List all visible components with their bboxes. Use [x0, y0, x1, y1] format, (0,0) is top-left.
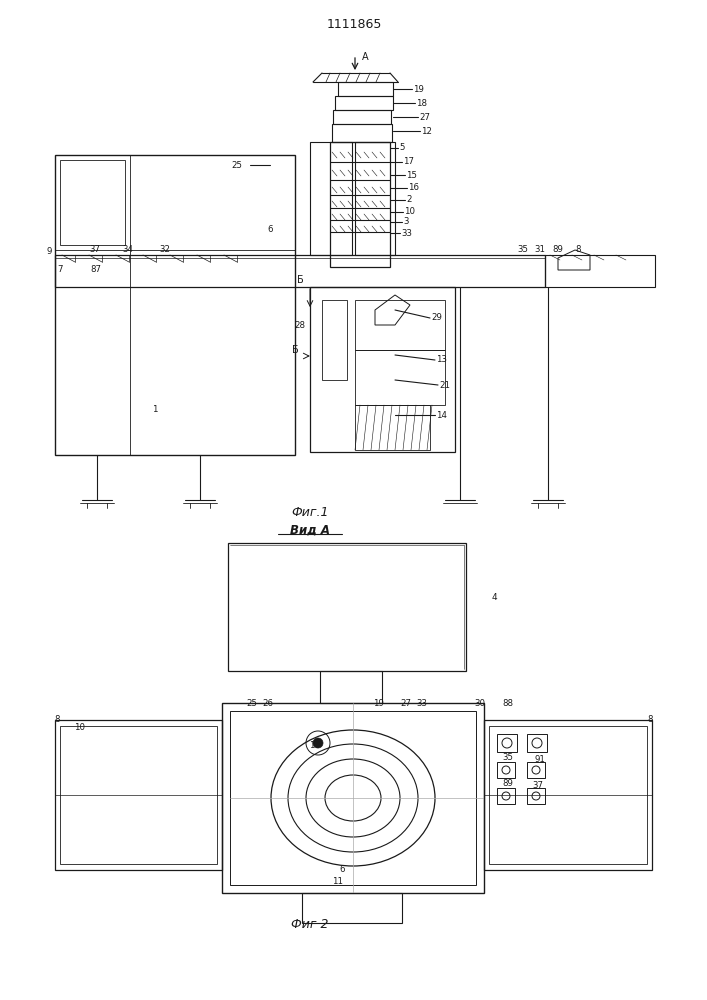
- Text: 32: 32: [160, 244, 170, 253]
- Bar: [322, 300, 347, 380]
- Text: 91: 91: [534, 756, 545, 764]
- Bar: [332, 124, 392, 142]
- Text: 89: 89: [503, 780, 513, 788]
- Text: 10: 10: [74, 724, 86, 732]
- Text: Б: Б: [291, 345, 298, 355]
- Bar: [60, 726, 217, 864]
- Text: 8: 8: [54, 716, 60, 724]
- Text: 17: 17: [403, 157, 414, 166]
- Bar: [355, 142, 395, 255]
- Text: 8: 8: [575, 244, 580, 253]
- Bar: [55, 720, 222, 870]
- Text: 35: 35: [503, 754, 513, 762]
- Text: Фиг.1: Фиг.1: [291, 506, 329, 518]
- Text: Вид А: Вид А: [290, 524, 330, 536]
- Bar: [489, 726, 647, 864]
- Bar: [527, 734, 547, 752]
- Bar: [338, 82, 393, 96]
- Text: 37: 37: [90, 244, 100, 253]
- Bar: [310, 287, 455, 452]
- Text: 18: 18: [416, 99, 427, 107]
- Text: 1: 1: [152, 406, 158, 414]
- Text: 87: 87: [90, 265, 101, 274]
- Text: 7: 7: [57, 265, 62, 274]
- Bar: [497, 788, 515, 804]
- Text: 31: 31: [534, 244, 546, 253]
- Text: 89: 89: [553, 244, 563, 253]
- Text: 15: 15: [406, 170, 417, 180]
- Text: 9: 9: [47, 246, 52, 255]
- Bar: [230, 711, 476, 885]
- Bar: [497, 734, 517, 752]
- Text: 29: 29: [431, 314, 442, 322]
- Bar: [320, 671, 382, 703]
- Bar: [497, 762, 515, 778]
- Text: 26: 26: [262, 698, 274, 708]
- Text: 27: 27: [419, 112, 430, 121]
- Text: 19: 19: [373, 698, 383, 708]
- Bar: [355, 350, 445, 405]
- Text: Б: Б: [297, 275, 303, 285]
- Text: 8: 8: [647, 716, 653, 724]
- Text: 33: 33: [401, 229, 412, 237]
- Text: 25: 25: [247, 698, 257, 708]
- Bar: [333, 110, 391, 124]
- Bar: [527, 762, 545, 778]
- Text: 28: 28: [294, 320, 305, 330]
- Text: 33: 33: [416, 698, 428, 708]
- Text: 6: 6: [339, 865, 345, 874]
- Text: 5: 5: [399, 143, 404, 152]
- Text: 13: 13: [436, 356, 447, 364]
- Text: 4: 4: [492, 593, 498, 602]
- Bar: [355, 405, 430, 450]
- Text: 12: 12: [421, 126, 432, 135]
- Text: 25: 25: [231, 160, 242, 169]
- Text: 3: 3: [403, 218, 409, 227]
- Text: 10: 10: [404, 208, 415, 217]
- Bar: [228, 543, 466, 671]
- Text: 88: 88: [503, 698, 513, 708]
- Bar: [222, 703, 484, 893]
- Bar: [527, 788, 545, 804]
- Text: 14: 14: [436, 410, 447, 420]
- Ellipse shape: [313, 738, 323, 748]
- Bar: [310, 142, 352, 255]
- Bar: [484, 720, 652, 870]
- Text: 37: 37: [532, 782, 544, 790]
- Bar: [335, 96, 393, 110]
- Text: 35: 35: [518, 244, 529, 253]
- Text: 21: 21: [439, 380, 450, 389]
- Text: 16: 16: [408, 184, 419, 192]
- Text: 19: 19: [413, 85, 424, 94]
- Text: 11: 11: [332, 878, 344, 886]
- Text: 27: 27: [400, 698, 411, 708]
- Bar: [55, 155, 295, 455]
- Bar: [355, 300, 445, 350]
- Text: 30: 30: [474, 698, 486, 708]
- Text: 17: 17: [310, 740, 320, 750]
- Text: 34: 34: [122, 244, 134, 253]
- Text: Фиг 2: Фиг 2: [291, 918, 329, 932]
- Text: 6: 6: [267, 226, 273, 234]
- Text: 1111865: 1111865: [327, 18, 382, 31]
- Bar: [55, 255, 545, 287]
- Bar: [60, 160, 125, 245]
- Text: 2: 2: [406, 196, 411, 205]
- Text: A: A: [362, 52, 368, 62]
- Bar: [545, 255, 655, 287]
- Bar: [330, 142, 390, 267]
- Bar: [302, 893, 402, 923]
